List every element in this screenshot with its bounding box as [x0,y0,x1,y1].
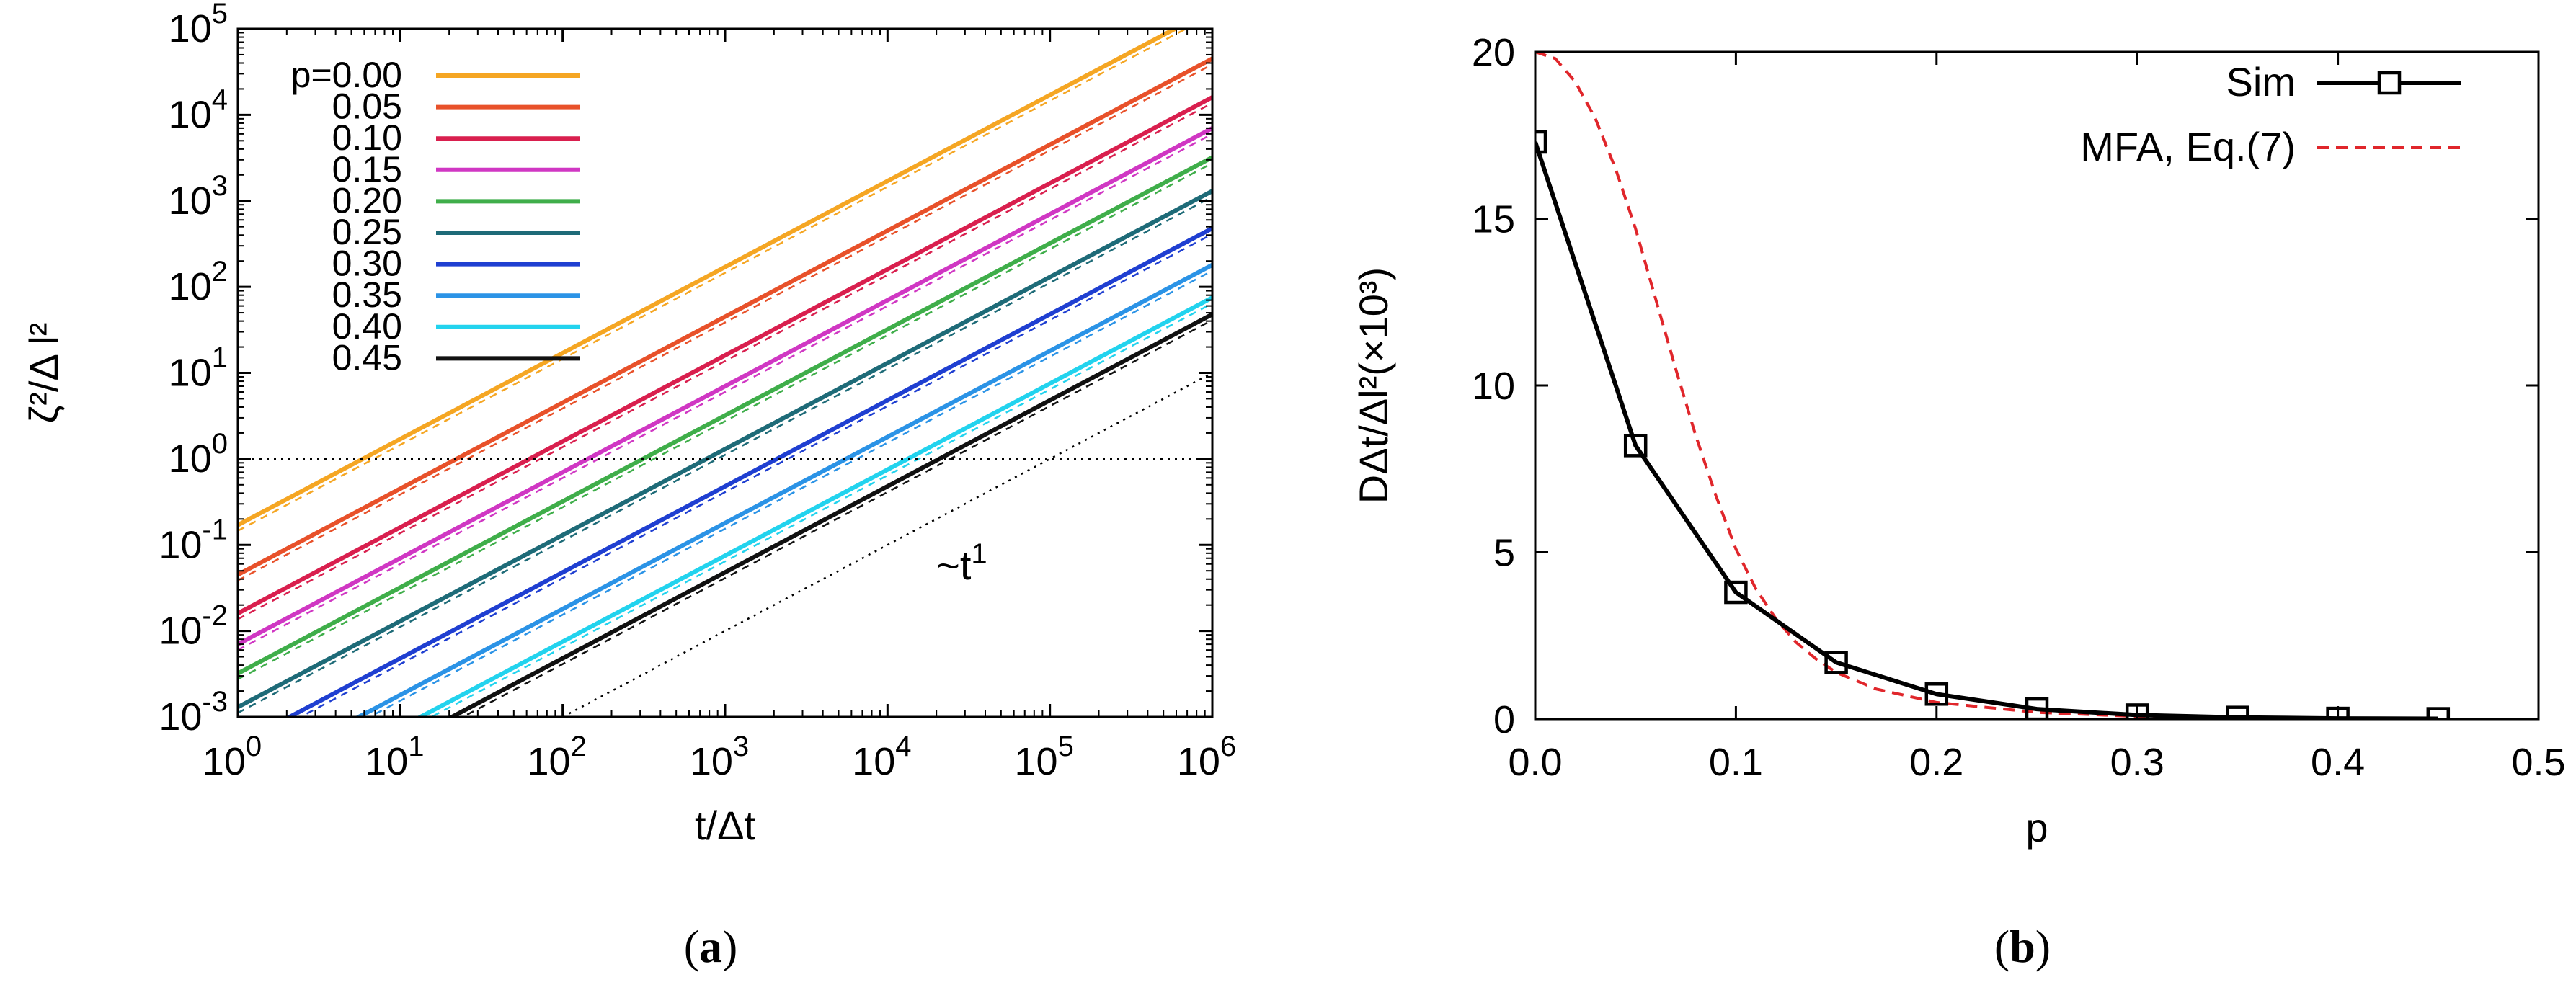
panel-b-y-ticks: 0 5 10 15 20 [1472,31,2539,741]
panel-a-y-ticks: 10-3 10-2 10-1 100 101 102 103 104 105 [159,0,1212,739]
panel-a-legend-label: 0.20 [332,180,402,220]
panel-b-y-tick-label: 10 [1472,365,1515,408]
panel-a-x-tick-label: 102 [528,731,587,783]
panel-a-series-line-0.30 [285,226,1212,717]
panel-a-x-tick-label: 101 [365,731,424,783]
panel-b-series-line-sim [1535,141,2438,719]
panel-b-legend-label: MFA, Eq.(7) [2080,124,2296,169]
panel-a-series-line-0.10 [238,95,1212,615]
panel-a-legend-label: 0.05 [332,86,402,127]
panel-a-caption: (a) [684,921,738,972]
panel-b-x-tick-label: 0.1 [1709,741,1763,784]
panel-a-legend-label: 0.30 [332,244,402,284]
panel-b-y-axis-label: DΔt/Δl²(×10³) [1351,267,1396,504]
panel-b-x-ticks: 0.0 0.1 0.2 0.3 0.4 0.5 [1508,52,2566,784]
panel-a-fit-line-0.45 [461,319,1212,717]
panel-a-series-line-0.25 [238,189,1212,710]
panel-b-legend-marker [2377,71,2402,95]
panel-a-series-line-0.00 [238,29,1180,527]
panel-a-fit-line-0.10 [238,102,1212,620]
panel-b-plot-frame [1534,50,2540,721]
panel-a-y-tick-label: 105 [169,0,228,50]
panel-b-sim-point [1724,580,1748,605]
panel-a-series-line-0.40 [416,295,1212,717]
panel-a-x-tick-label: 106 [1177,731,1236,783]
panel-a-x-tick-label: 105 [1015,731,1074,783]
panel-a-fit-line-0.25 [238,195,1212,714]
panel-a-series-line-0.05 [238,56,1212,577]
panel-a-legend-label: 0.10 [332,117,402,158]
panel-a-y-tick-label: 102 [169,256,228,308]
panel-a-series-group [238,29,1212,717]
panel-b-sim-point [2025,697,2049,719]
panel-a-fit-line-0.40 [429,302,1212,717]
panel-b-x-tick-label: 0.4 [2311,741,2365,784]
panel-a-x-axis-label: t/Δt [695,803,756,848]
panel-a-y-tick-label: 104 [169,84,228,136]
panel-a-legend-label: p=0.00 [291,55,402,95]
panel-a-fit-line-0.20 [238,162,1212,680]
panel-b-sim-point [1623,434,1648,458]
panel-b-y-tick-label: 0 [1493,698,1515,741]
panel-a-fit-line-0.05 [238,63,1212,581]
panel-b-legend-label: Sim [2226,59,2296,104]
panel-b-x-axis-label: p [2025,805,2048,850]
panel-a-series-line-0.20 [238,155,1212,676]
panel-b-caption: (b) [1994,921,2051,972]
panel-a-legend: p=0.000.050.100.150.200.250.300.350.400.… [291,55,580,378]
panel-a-legend-label: 0.40 [332,306,402,347]
panel-b-y-tick-label: 5 [1493,532,1515,575]
panel-b-x-tick-label: 0.3 [2110,741,2164,784]
panel-b-linear-plot: 0.0 0.1 0.2 0.3 0.4 0.5 0 5 10 15 20 Sim MFA, Eq.(… [1351,31,2566,972]
panel-a-legend-label: 0.35 [332,275,402,315]
panel-b-sim-point [1535,130,1547,154]
panel-a-y-tick-label: 10-1 [159,514,228,566]
panel-b-y-tick-label: 15 [1472,198,1515,241]
panel-a-fit-line-0.30 [298,233,1212,717]
panel-b-sim-point [2125,703,2149,719]
panel-a-x-tick-label: 100 [203,731,262,783]
panel-b-series-group [1535,52,2451,719]
panel-a-legend-label: 0.15 [332,149,402,189]
panel-b-legend: Sim MFA, Eq.(7) [2080,59,2461,169]
panel-b-x-tick-label: 0.0 [1508,741,1562,784]
panel-a-y-tick-label: 10-3 [159,686,228,739]
panel-a-t1-annotation: ~t1 [936,538,987,588]
panel-a-series-line-0.15 [238,126,1212,646]
panel-a-fit-line-0.35 [368,269,1212,717]
panel-b-x-tick-label: 0.2 [1909,741,1963,784]
panel-a-y-axis-label: ζ²/Δ l² [21,323,66,424]
panel-a-series-line-0.35 [354,263,1212,717]
panel-b-sim-point [1824,651,1848,674]
panel-a-series-line-0.45 [447,312,1212,717]
panel-a-y-tick-label: 101 [169,342,228,395]
panel-a-y-tick-label: 103 [169,170,228,223]
panel-a-legend-label: 0.45 [332,337,402,378]
panel-a-fit-line-0.00 [238,29,1188,532]
panel-a-x-tick-label: 104 [852,731,911,783]
panel-b-sim-point [1924,682,1949,706]
panel-b-y-tick-label: 20 [1472,31,1515,74]
panel-a-log-log-plot: 100 101 102 103 104 105 106 10-3 10-2 10-1 100 101… [21,0,1236,972]
panel-a-y-tick-label: 100 [169,428,228,481]
panel-a-x-tick-label: 103 [690,731,749,783]
panel-b-sim-point [2226,705,2249,719]
panel-a-legend-label: 0.25 [332,212,402,252]
panel-b-x-tick-label: 0.5 [2511,741,2565,784]
panel-a-fit-line-0.15 [238,133,1212,651]
panel-a-y-tick-label: 10-2 [159,600,228,653]
panel-b-series-line-mfa [1535,52,2438,719]
panel-a-x-ticks: 100 101 102 103 104 105 106 [203,29,1236,783]
